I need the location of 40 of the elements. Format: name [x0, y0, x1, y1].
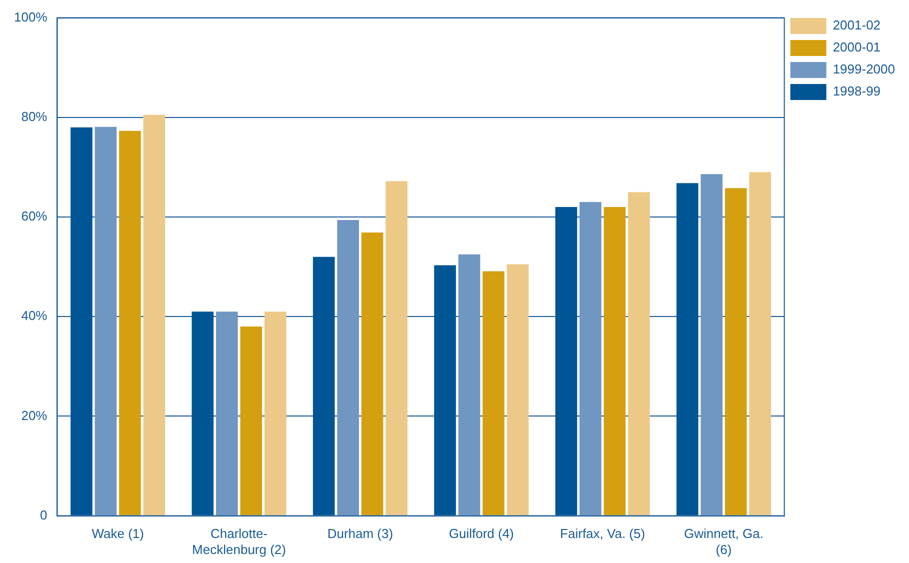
- bar: [676, 183, 698, 516]
- bar: [143, 114, 166, 516]
- y-tick-label: 80%: [21, 108, 48, 124]
- bar: [628, 192, 650, 516]
- y-tick-label: 100%: [14, 9, 48, 24]
- bar: [555, 207, 578, 516]
- bar: [458, 254, 480, 516]
- bar: [94, 126, 117, 516]
- bar: [604, 207, 626, 516]
- legend-label: 1999-2000: [832, 62, 896, 77]
- bar: [337, 220, 359, 516]
- bar: [724, 188, 747, 516]
- legend-label: 2001-02: [832, 18, 881, 33]
- bar: [361, 232, 384, 516]
- bar: [506, 264, 529, 516]
- bar: [312, 256, 335, 516]
- bar: [580, 202, 602, 516]
- x-tick-label: Fairfax, Va. (5): [560, 526, 646, 542]
- y-tick-label: 20%: [21, 408, 48, 423]
- y-tick-label: 40%: [21, 308, 48, 324]
- bar: [434, 265, 456, 516]
- x-tick-label: Charlotte-Mecklenburg (2): [192, 526, 286, 557]
- bar: [70, 127, 92, 516]
- bar: [749, 172, 771, 516]
- bar: [386, 181, 408, 516]
- bar: [216, 312, 238, 516]
- x-tick-label: Durham (3): [327, 526, 394, 542]
- x-tick-label: Gwinnett, Ga. (6): [684, 526, 764, 557]
- bar: [192, 312, 214, 516]
- x-tick-label: Guilford (4): [448, 526, 514, 542]
- x-tick-label: Wake (1): [92, 526, 144, 542]
- bar: [264, 312, 286, 516]
- y-tick-label: 0: [40, 507, 48, 522]
- bar: [119, 130, 141, 516]
- bar: [240, 326, 262, 516]
- legend-label: 2000-01: [832, 40, 881, 55]
- legend-label: 1998-99: [832, 84, 881, 99]
- y-tick-label: 60%: [21, 208, 48, 224]
- bar: [482, 271, 504, 516]
- bar: [700, 174, 723, 516]
